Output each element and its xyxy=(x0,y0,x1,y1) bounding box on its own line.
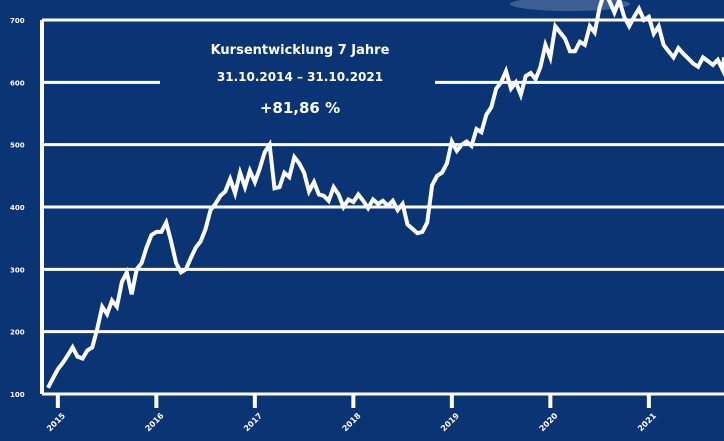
gridlines xyxy=(40,18,724,396)
title-background xyxy=(160,38,435,128)
y-tick-label: 600 xyxy=(10,79,25,87)
x-tick-label: 2017 xyxy=(242,411,264,433)
x-tick-label: 2016 xyxy=(144,411,166,433)
y-axis-ticks: 100 200 300 400 500 600 700 xyxy=(10,17,25,399)
y-tick-label: 500 xyxy=(10,142,25,150)
x-axis-ticks: 2015 2016 2017 2018 2019 2020 2021 xyxy=(45,394,658,433)
x-tick-label: 2019 xyxy=(439,411,461,433)
x-tick-label: 2018 xyxy=(341,411,363,433)
x-tick-label: 2015 xyxy=(45,411,67,433)
title-block: Kursentwicklung 7 Jahre 31.10.2014 – 31.… xyxy=(160,38,435,128)
y-tick-label: 400 xyxy=(10,204,25,212)
chart-subtitle: 31.10.2014 – 31.10.2021 xyxy=(217,70,383,84)
y-tick-label: 200 xyxy=(10,329,25,337)
series-line xyxy=(46,0,724,389)
y-tick-label: 100 xyxy=(10,391,25,399)
x-tick-label: 2020 xyxy=(538,411,560,433)
performance-annotation: +81,86 % xyxy=(260,99,340,117)
x-tick-label: 2021 xyxy=(636,411,658,433)
chart-title: Kursentwicklung 7 Jahre xyxy=(211,43,390,58)
y-tick-label: 300 xyxy=(10,266,25,274)
y-tick-label: 700 xyxy=(10,17,25,25)
